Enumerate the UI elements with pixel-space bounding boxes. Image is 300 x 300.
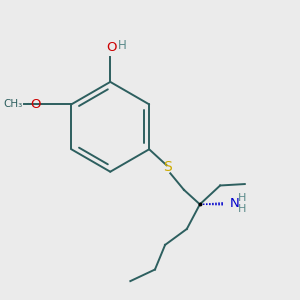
Text: O: O xyxy=(106,41,117,54)
Text: O: O xyxy=(31,98,41,111)
Text: H: H xyxy=(238,193,247,203)
Text: CH₃: CH₃ xyxy=(3,99,23,110)
Text: H: H xyxy=(238,204,247,214)
Text: H: H xyxy=(118,39,126,52)
Text: N: N xyxy=(230,197,239,210)
Text: methoxy: methoxy xyxy=(41,104,49,105)
Text: methoxy: methoxy xyxy=(26,103,33,104)
Text: S: S xyxy=(164,160,172,174)
